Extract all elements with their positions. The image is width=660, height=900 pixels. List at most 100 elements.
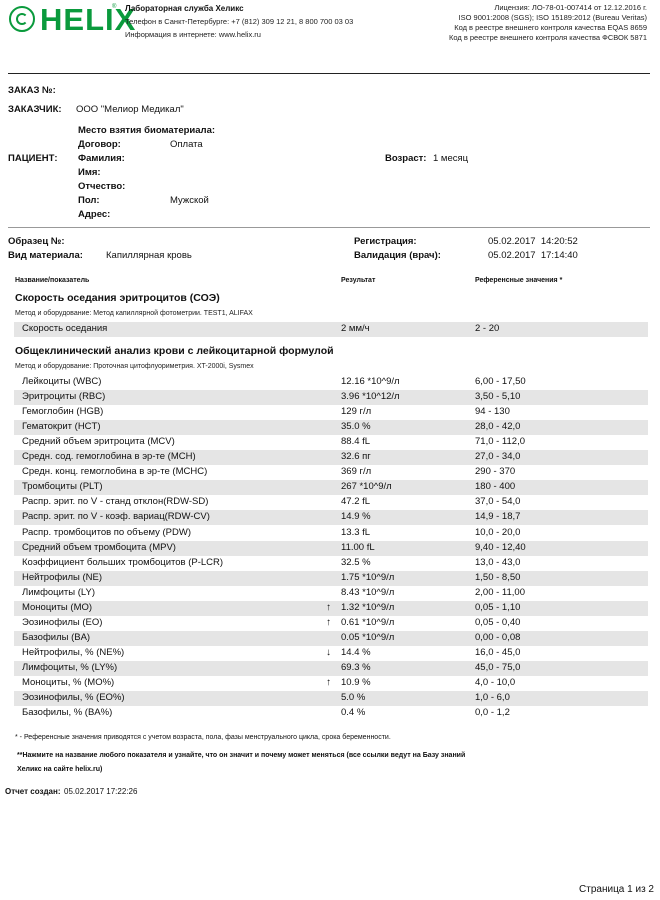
logo-text: HELIX bbox=[40, 2, 137, 37]
web-line: Информация в интернете: www.helix.ru bbox=[125, 30, 261, 39]
reference-range: 71,0 - 112,0 bbox=[475, 436, 526, 448]
result-value: 1.32 *10^9/л bbox=[341, 601, 395, 613]
result-value: 0.4 % bbox=[341, 707, 366, 719]
result-value: 0.61 *10^9/л bbox=[341, 616, 395, 628]
sex-label: Пол: bbox=[78, 195, 100, 206]
indicator-name-link[interactable]: Нейтрофилы (NE) bbox=[22, 571, 103, 583]
registration-value: 05.02.2017 14:20:52 bbox=[488, 236, 578, 247]
customer-value: ООО "Мелиор Медикал" bbox=[76, 104, 184, 115]
indicator-name-link[interactable]: Распр. эрит. по V - коэф. вариац(RDW-CV) bbox=[22, 511, 210, 523]
cbc-method: Метод и оборудование: Проточная цитофлуо… bbox=[15, 363, 254, 370]
table-row: Нейтрофилы, % (NE%) ↓ 14.4 % 16,0 - 45,0 bbox=[14, 646, 648, 661]
table-row: Моноциты (MO) ↑ 1.32 *10^9/л 0,05 - 1,10 bbox=[14, 600, 648, 616]
indicator-name-link[interactable]: Эозинофилы, % (EO%) bbox=[22, 692, 125, 704]
validation-value: 05.02.2017 17:14:40 bbox=[488, 250, 578, 261]
indicator-name-link[interactable]: Моноциты, % (MO%) bbox=[22, 677, 115, 688]
result-value: 129 г/л bbox=[341, 406, 372, 418]
result-value: 13.3 fL bbox=[341, 526, 371, 538]
report-created-value: 05.02.2017 17:22:26 bbox=[64, 787, 138, 796]
indicator-name-link[interactable]: Средний объем тромбоцита (MPV) bbox=[22, 541, 176, 553]
result-value: 3.96 *10^12/л bbox=[341, 391, 400, 403]
reference-range: 27,0 - 34,0 bbox=[475, 451, 521, 463]
indicator-name-link[interactable]: Тромбоциты (PLT) bbox=[22, 481, 103, 493]
result-value: 11.00 fL bbox=[341, 541, 375, 553]
sample-place-label: Место взятия биоматериала: bbox=[78, 125, 216, 136]
validation-label: Валидация (врач): bbox=[354, 250, 441, 261]
indicator-name-link[interactable]: Эозинофилы (EO) bbox=[22, 616, 103, 628]
indicator-name-link[interactable]: Лимфоциты, % (LY%) bbox=[22, 661, 118, 673]
indicator-name-link[interactable]: Скорость оседания bbox=[22, 323, 108, 334]
reference-range: 1,50 - 8,50 bbox=[475, 571, 521, 583]
reference-range: 16,0 - 45,0 bbox=[475, 646, 521, 658]
esr-title: Скорость оседания эритроцитов (СОЭ) bbox=[15, 292, 220, 304]
reference-range: 4,0 - 10,0 bbox=[475, 677, 516, 688]
table-row: Моноциты, % (MO%) ↑ 10.9 % 4,0 - 10,0 bbox=[14, 676, 648, 691]
indicator-name-link[interactable]: Коэффициент больших тромбоцитов (P-LCR) bbox=[22, 556, 224, 568]
col-header-result: Результат bbox=[341, 277, 376, 284]
reference-range: 28,0 - 42,0 bbox=[475, 421, 521, 433]
reference-range: 0,05 - 1,10 bbox=[475, 601, 521, 613]
help-footnote-line2: Хеликс на сайте helix.ru) bbox=[17, 766, 103, 773]
indicator-name-link[interactable]: Эритроциты (RBC) bbox=[22, 391, 106, 403]
indicator-name-link[interactable]: Базофилы (BA) bbox=[22, 631, 91, 643]
indicator-name-link[interactable]: Лимфоциты (LY) bbox=[22, 586, 95, 598]
reference-range: 6,00 - 17,50 bbox=[475, 376, 526, 387]
indicator-name-link[interactable]: Средний объем эритроцита (MCV) bbox=[22, 436, 175, 448]
patient-section-label: ПАЦИЕНТ: bbox=[8, 153, 58, 164]
reference-footnote: * - Референсные значения приводятся с уч… bbox=[15, 734, 391, 741]
page-number: Страница 1 из 2 bbox=[579, 884, 654, 895]
help-footnote-line1: **Нажмите на название любого показателя … bbox=[17, 752, 466, 759]
sex-value: Мужской bbox=[170, 195, 209, 206]
reference-range: 180 - 400 bbox=[475, 481, 516, 493]
indicator-name-link[interactable]: Средн. конц. гемоглобина в эр-те (MCHC) bbox=[22, 466, 208, 478]
esr-method: Метод и оборудование: Метод капиллярной … bbox=[15, 310, 253, 317]
flag-arrow-icon: ↑ bbox=[326, 677, 331, 688]
table-row: Гематокрит (HCT) 35.0 % 28,0 - 42,0 bbox=[14, 420, 648, 436]
license-line: Лицензия: ЛО-78-01-007414 от 12.12.2016 … bbox=[494, 3, 647, 12]
result-value: 1.75 *10^9/л bbox=[341, 571, 395, 583]
reference-range: 14,9 - 18,7 bbox=[475, 511, 521, 523]
indicator-name-link[interactable]: Моноциты (MO) bbox=[22, 601, 93, 613]
reference-range: 1,0 - 6,0 bbox=[475, 692, 510, 704]
material-label: Вид материала: bbox=[8, 250, 83, 261]
table-row: Эозинофилы, % (EO%) 5.0 % 1,0 - 6,0 bbox=[14, 691, 648, 707]
indicator-name-link[interactable]: Гемоглобин (HGB) bbox=[22, 406, 104, 418]
table-row: Средний объем эритроцита (MCV) 88.4 fL 71,… bbox=[14, 435, 648, 450]
sample-label: Образец №: bbox=[8, 236, 65, 247]
result-value: 10.9 % bbox=[341, 677, 371, 688]
result-value: 69.3 % bbox=[341, 661, 371, 673]
lab-name: Лабораторная служба Хеликс bbox=[125, 4, 244, 13]
indicator-name-link[interactable]: Гематокрит (HCT) bbox=[22, 421, 101, 433]
indicator-name-link[interactable]: Лейкоциты (WBC) bbox=[22, 376, 102, 387]
result-value: 14.9 % bbox=[341, 511, 371, 523]
reference-range: 3,50 - 5,10 bbox=[475, 391, 521, 403]
logo-registered-mark: ® bbox=[112, 4, 117, 10]
table-row: Распр. эрит. по V - станд отклон(RDW-SD)… bbox=[14, 495, 648, 510]
customer-label: ЗАКАЗЧИК: bbox=[8, 104, 62, 115]
result-value: 32.5 % bbox=[341, 556, 371, 568]
indicator-name-link[interactable]: Распр. тромбоцитов по объему (PDW) bbox=[22, 526, 192, 538]
reference-range: 94 - 130 bbox=[475, 406, 510, 418]
indicator-name-link[interactable]: Средн. сод. гемоглобина в эр-те (MCH) bbox=[22, 451, 196, 463]
indicator-name-link[interactable]: Нейтрофилы, % (NE%) bbox=[22, 646, 125, 658]
result-value: 35.0 % bbox=[341, 421, 371, 433]
reference-range: 45,0 - 75,0 bbox=[475, 661, 521, 673]
result-value: 12.16 *10^9/л bbox=[341, 376, 400, 387]
reference-range: 13,0 - 43,0 bbox=[475, 556, 521, 568]
indicator-name-link[interactable]: Базофилы, % (BA%) bbox=[22, 707, 113, 719]
helix-logo-icon bbox=[9, 6, 35, 32]
result-value: 267 *10^9/л bbox=[341, 481, 392, 493]
registration-label: Регистрация: bbox=[354, 236, 417, 247]
table-row: Эритроциты (RBC) 3.96 *10^12/л 3,50 - 5,10 bbox=[14, 390, 648, 406]
reference-range: 2,00 - 11,00 bbox=[475, 586, 526, 598]
table-row: Нейтрофилы (NE) 1.75 *10^9/л 1,50 - 8,50 bbox=[14, 570, 648, 586]
indicator-name-link[interactable]: Распр. эрит. по V - станд отклон(RDW-SD) bbox=[22, 496, 209, 508]
result-value: 8.43 *10^9/л bbox=[341, 586, 395, 598]
table-row: Распр. эрит. по V - коэф. вариац(RDW-CV)… bbox=[14, 510, 648, 526]
result-value: 5.0 % bbox=[341, 692, 366, 704]
result-value: 47.2 fL bbox=[341, 496, 371, 508]
table-row: Лимфоциты, % (LY%) 69.3 % 45,0 - 75,0 bbox=[14, 660, 648, 676]
reference-range: 0,00 - 0,08 bbox=[475, 631, 521, 643]
table-row: Средн. конц. гемоглобина в эр-те (MCHC) 3… bbox=[14, 465, 648, 480]
address-label: Адрес: bbox=[78, 209, 111, 220]
